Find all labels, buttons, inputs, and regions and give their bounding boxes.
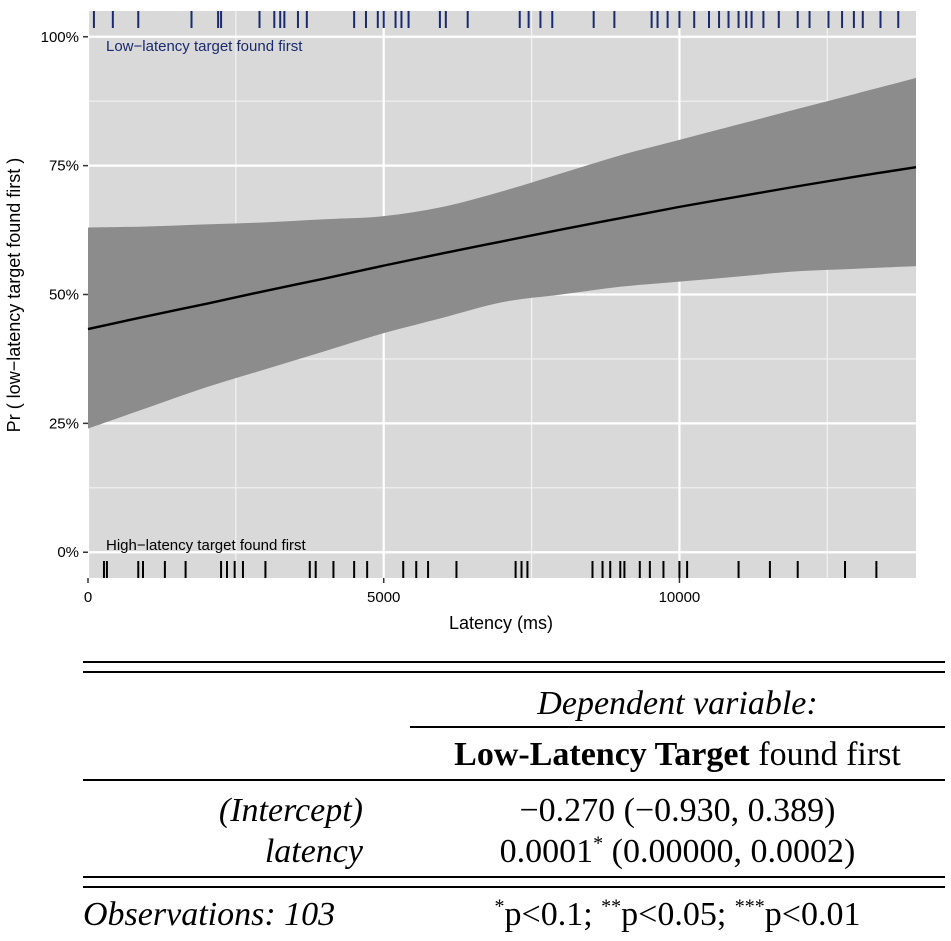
regression-plot: Low−latency target found first High−late… xyxy=(4,11,917,633)
x-axis: 0 5000 10000 xyxy=(84,578,700,606)
observations: Observations: 103 xyxy=(83,896,336,933)
note-star-3: *** xyxy=(734,895,765,918)
row-latency-estimate: 0.0001* (0.00000, 0.0002) xyxy=(410,832,945,872)
note-star-2: ** xyxy=(601,895,622,918)
table-bottom-rule xyxy=(83,876,945,878)
note-text-3: p<0.01 xyxy=(764,896,861,933)
y-axis-label: Pr ( low−latency target found first ) xyxy=(4,158,24,433)
rug-bottom xyxy=(102,561,878,578)
y-tick-label: 75% xyxy=(49,158,79,175)
x-tick-label: 0 xyxy=(84,589,92,606)
x-tick-label: 10000 xyxy=(659,589,701,606)
y-tick-label: 0% xyxy=(57,544,79,561)
header-bottom-rule xyxy=(83,779,945,781)
latency-stars: * xyxy=(593,832,604,855)
table-bottom-rule-2 xyxy=(83,886,945,888)
y-tick-label: 50% xyxy=(49,287,79,304)
dependent-variable-rest: found first xyxy=(749,736,901,773)
y-tick-label: 25% xyxy=(49,415,79,432)
rug-bottom-label: High−latency target found first xyxy=(106,537,307,554)
row-intercept-name: (Intercept) xyxy=(218,792,363,829)
table-top-rule xyxy=(83,661,945,663)
dependent-variable-header: Dependent variable: xyxy=(537,685,818,722)
dependent-variable-name: Low-Latency Target found first xyxy=(410,735,945,775)
dependent-variable-bold: Low-Latency Target xyxy=(454,736,750,773)
fitted-curve xyxy=(87,165,917,331)
x-axis-label: Latency (ms) xyxy=(449,613,553,633)
significance-notes: *p<0.1; **p<0.05; ***p<0.01 xyxy=(410,895,945,935)
y-axis: 0% 25% 50% 75% 100% xyxy=(41,29,88,561)
rug-top-label: Low−latency target found first xyxy=(106,38,303,55)
note-text-2: p<0.05; xyxy=(621,896,735,933)
rug-top xyxy=(92,11,900,28)
grid-major xyxy=(86,11,916,578)
note-text-1: p<0.1; xyxy=(504,896,602,933)
regression-table: Dependent variable: Low-Latency Target f… xyxy=(0,655,951,941)
y-tick-label: 100% xyxy=(41,29,79,46)
note-star-1: * xyxy=(494,895,505,918)
latency-coef: 0.0001 xyxy=(499,833,594,870)
confidence-band xyxy=(88,78,916,429)
row-latency-name: latency xyxy=(264,833,363,870)
latency-ci: (0.00000, 0.0002) xyxy=(603,833,856,870)
table-top-rule-2 xyxy=(83,671,945,673)
row-intercept-estimate: −0.270 (−0.930, 0.389) xyxy=(519,792,836,829)
x-tick-label: 5000 xyxy=(367,589,400,606)
header-underline xyxy=(410,726,945,728)
